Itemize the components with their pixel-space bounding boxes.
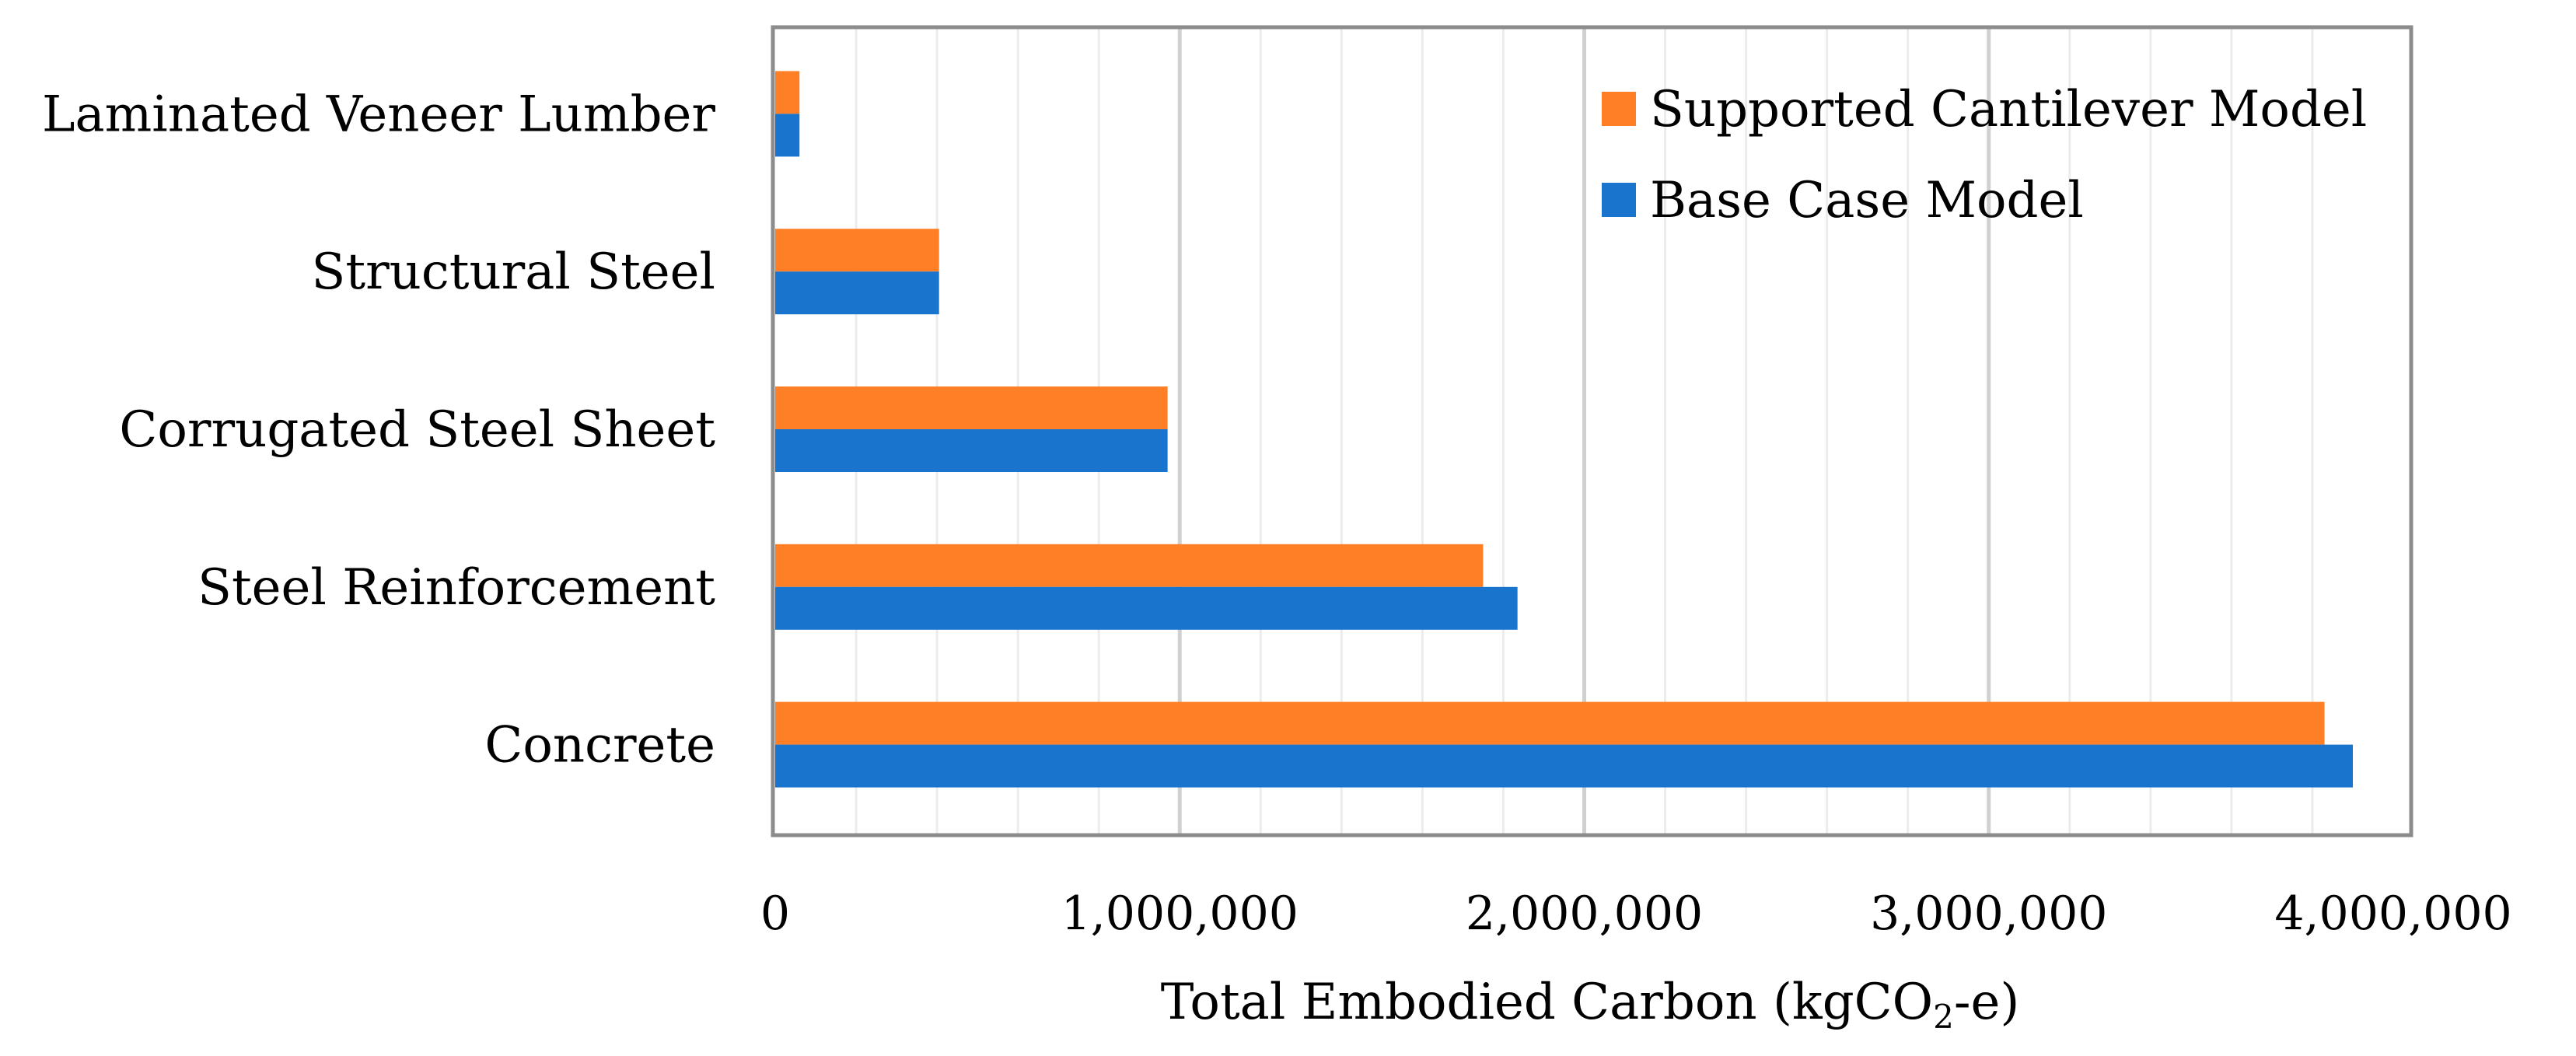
x-axis-title-subscript: 2 [1933, 998, 1954, 1036]
bar-base-case [775, 114, 800, 157]
bar-supported-cantilever [775, 544, 1484, 587]
category-label: Corrugated Steel Sheet [119, 401, 715, 459]
bar-supported-cantilever [775, 701, 2325, 745]
category-label: Laminated Veneer Lumber [42, 86, 715, 143]
plot-frame [771, 25, 2413, 837]
legend-swatch [1602, 92, 1636, 126]
legend: Supported Cantilever Model Base Case Mode… [1602, 81, 2367, 229]
bar-supported-cantilever [775, 386, 1168, 429]
category-label: Steel Reinforcement [197, 559, 715, 617]
x-tick-label: 0 [760, 886, 790, 941]
x-axis-title-main: Total Embodied Carbon (kgCO [1161, 974, 1933, 1031]
x-tick-label: 4,000,000 [2274, 886, 2511, 941]
bar-supported-cantilever [775, 229, 939, 272]
grid-layer [855, 27, 2314, 835]
tick-labels: 0 1,000,000 2,000,000 3,000,000 4,000,000 [760, 886, 2512, 941]
category-label: Concrete [484, 717, 715, 775]
x-tick-label: 2,000,000 [1466, 886, 1703, 941]
x-axis-title-suffix: -e) [1954, 974, 2019, 1031]
bar-supported-cantilever [775, 71, 800, 114]
bar-base-case [775, 271, 939, 315]
x-tick-label: 1,000,000 [1061, 886, 1298, 941]
category-label: Structural Steel [312, 243, 716, 301]
bar-base-case [775, 429, 1168, 472]
legend-label: Base Case Model [1650, 172, 2084, 229]
bar-base-case [775, 744, 2353, 788]
x-axis-title: Total Embodied Carbon (kgCO2-e) [1161, 974, 2020, 1036]
bar-layer [775, 71, 2353, 788]
legend-swatch [1602, 183, 1636, 217]
category-labels: Laminated Veneer Lumber Structural Steel C… [42, 86, 715, 774]
legend-label: Supported Cantilever Model [1650, 81, 2367, 138]
bar-base-case [775, 586, 1518, 630]
x-tick-label: 3,000,000 [1870, 886, 2107, 941]
